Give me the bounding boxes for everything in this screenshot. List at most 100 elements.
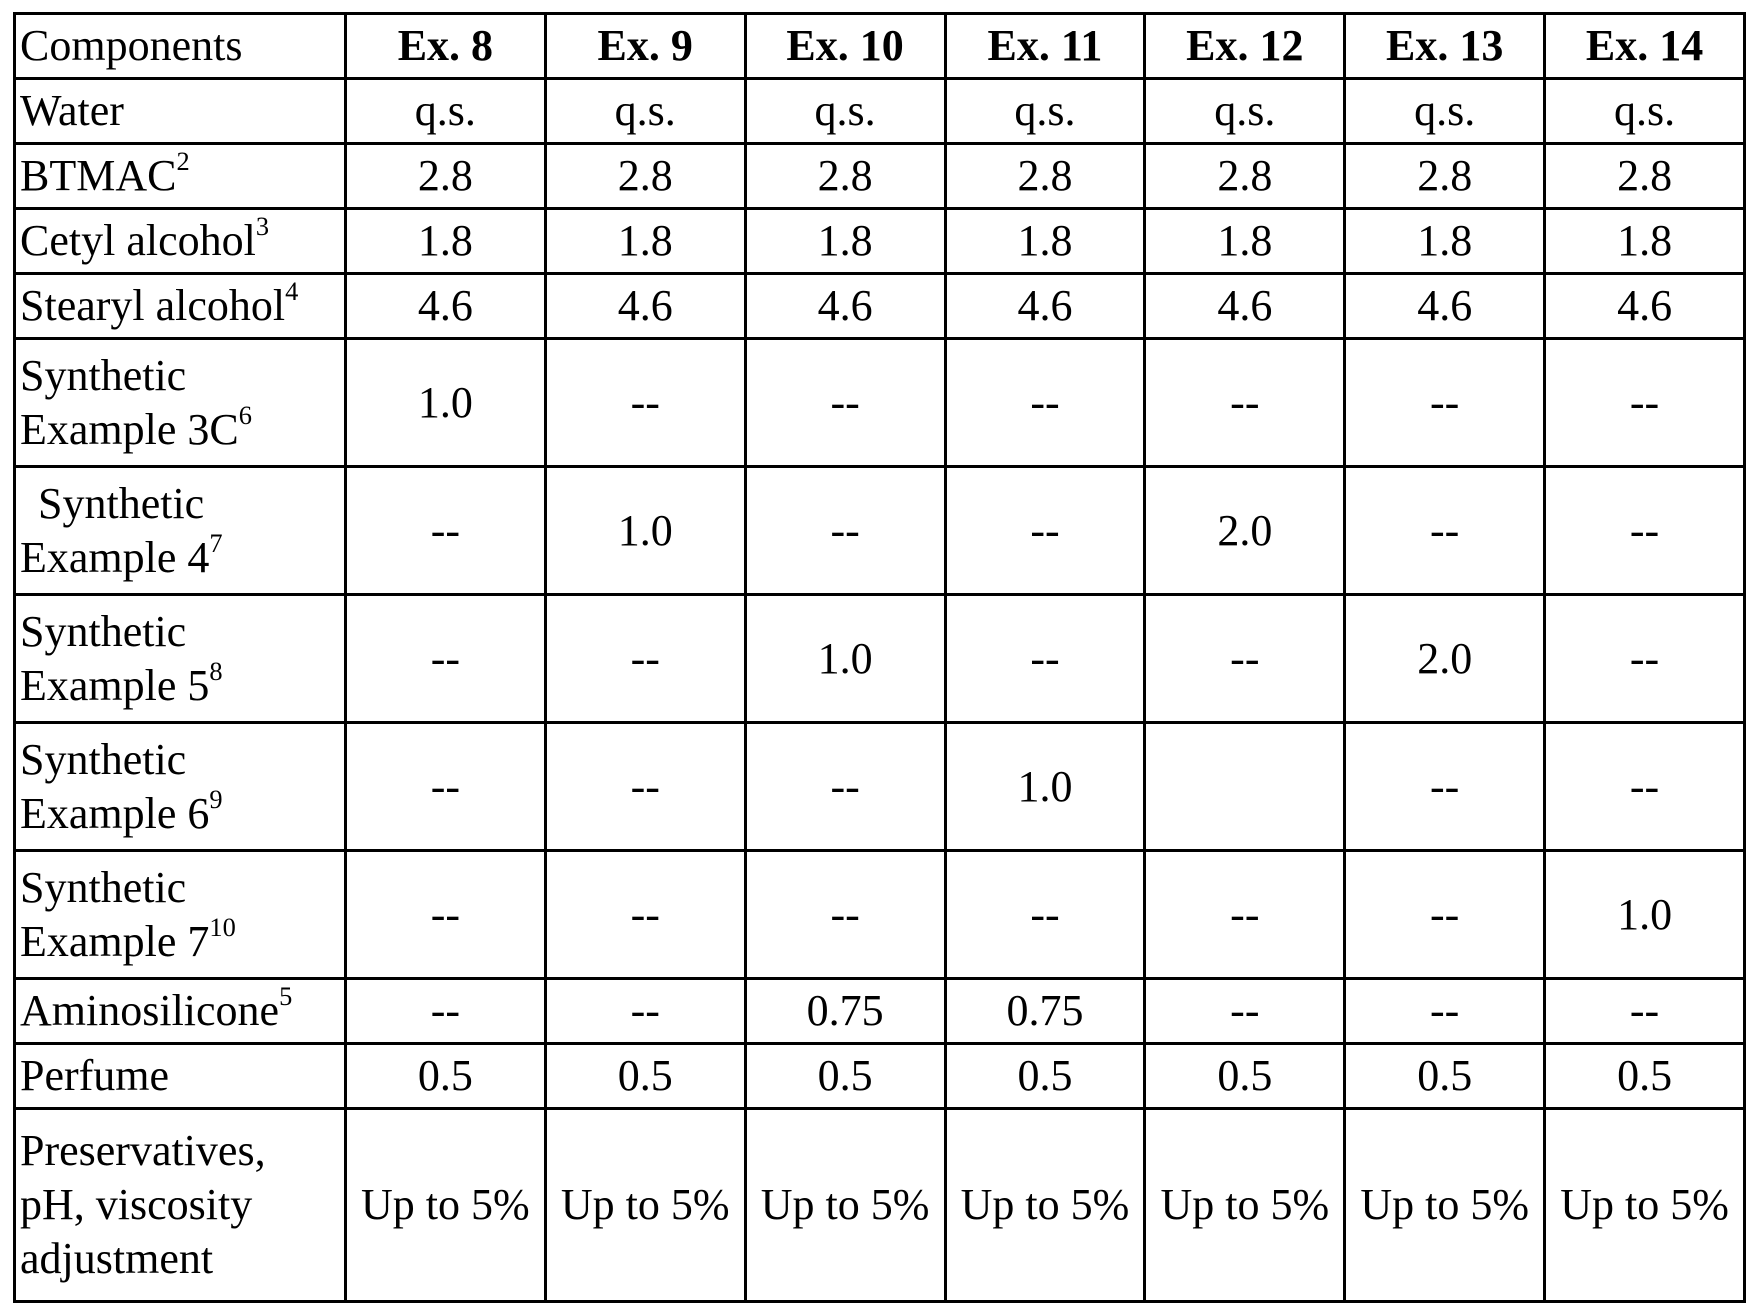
row-label: Synthetic Example 69 — [13, 721, 347, 852]
table-cell: -- — [1343, 721, 1547, 852]
table-cell: -- — [343, 593, 547, 724]
row-label: BTMAC2 — [13, 142, 347, 210]
table-cell: -- — [1343, 977, 1547, 1045]
table-cell: Up to 5% — [1143, 1107, 1347, 1303]
table-cell: 2.8 — [343, 142, 547, 210]
table-cell: 2.8 — [943, 142, 1147, 210]
table-cell: 0.75 — [943, 977, 1147, 1045]
header-ex-12: Ex. 12 — [1143, 12, 1347, 80]
table-cell: q.s. — [1343, 77, 1547, 145]
table-cell: 2.8 — [743, 142, 947, 210]
table-cell: 2.8 — [1343, 142, 1547, 210]
row-label-text: Water — [20, 86, 124, 136]
table-cell: 0.5 — [543, 1042, 747, 1110]
composition-table: Components Ex. 8 Ex. 9 Ex. 10 Ex. 11 Ex.… — [13, 12, 1746, 1303]
table-cell: Up to 5% — [943, 1107, 1147, 1303]
header-row: Components Ex. 8 Ex. 9 Ex. 10 Ex. 11 Ex.… — [13, 12, 1746, 80]
table-cell: -- — [543, 721, 747, 852]
table-cell: 2.0 — [1343, 593, 1547, 724]
row-label-line: Example 6 — [20, 788, 210, 838]
row-label: Synthetic Example 710 — [13, 849, 347, 980]
table-cell: 1.0 — [743, 593, 947, 724]
table-row: Cetyl alcohol3 1.8 1.8 1.8 1.8 1.8 1.8 1… — [13, 207, 1746, 275]
footnote-marker: 2 — [176, 146, 190, 177]
table-cell: -- — [343, 465, 547, 596]
table-row: Stearyl alcohol4 4.6 4.6 4.6 4.6 4.6 4.6… — [13, 272, 1746, 340]
table-cell: 1.8 — [343, 207, 547, 275]
table-row: Synthetic Example 69 -- -- -- 1.0 -- -- — [13, 721, 1746, 852]
table-cell: -- — [1343, 337, 1547, 468]
header-ex-14: Ex. 14 — [1543, 12, 1746, 80]
row-label-line: Synthetic — [20, 862, 187, 912]
row-label: Synthetic Example 3C6 — [13, 337, 347, 468]
table-cell: 1.8 — [943, 207, 1147, 275]
table-cell: -- — [1143, 593, 1347, 724]
table-row: Synthetic Example 3C6 1.0 -- -- -- -- -- … — [13, 337, 1746, 468]
table-cell: q.s. — [743, 77, 947, 145]
table-row: Perfume 0.5 0.5 0.5 0.5 0.5 0.5 0.5 — [13, 1042, 1746, 1110]
table-row: Aminosilicone5 -- -- 0.75 0.75 -- -- -- — [13, 977, 1746, 1045]
footnote-marker: 4 — [285, 276, 299, 307]
row-label: Perfume — [13, 1042, 347, 1110]
table-cell: -- — [743, 465, 947, 596]
table-row: Synthetic Example 47 -- 1.0 -- -- 2.0 -- … — [13, 465, 1746, 596]
footnote-marker: 9 — [209, 783, 223, 814]
row-label-text: Perfume — [20, 1051, 170, 1101]
table-cell: -- — [743, 337, 947, 468]
row-label-text: Cetyl alcohol — [20, 216, 256, 266]
footnote-marker: 10 — [209, 911, 236, 942]
table-cell: Up to 5% — [743, 1107, 947, 1303]
row-label-line: Synthetic — [20, 350, 187, 400]
table-cell: 0.5 — [343, 1042, 547, 1110]
table-cell: -- — [943, 337, 1147, 468]
table-cell: -- — [743, 849, 947, 980]
table-cell: -- — [343, 721, 547, 852]
table-cell: 4.6 — [743, 272, 947, 340]
table-cell: 1.8 — [543, 207, 747, 275]
footnote-marker: 6 — [238, 399, 252, 430]
row-label: Stearyl alcohol4 — [13, 272, 347, 340]
table-cell: q.s. — [943, 77, 1147, 145]
row-label-text: BTMAC — [20, 151, 177, 201]
table-cell: -- — [1543, 337, 1746, 468]
row-label-text: Stearyl alcohol — [20, 281, 286, 331]
row-label-line: adjustment — [20, 1233, 214, 1283]
table-cell — [1143, 721, 1347, 852]
table-cell: -- — [1543, 593, 1746, 724]
row-label: Preservatives, pH, viscosity adjustment — [13, 1107, 347, 1303]
table-cell: -- — [543, 337, 747, 468]
table-cell: -- — [1143, 337, 1347, 468]
table-cell: 1.8 — [1143, 207, 1347, 275]
table-cell: 4.6 — [943, 272, 1147, 340]
table-cell: 1.8 — [743, 207, 947, 275]
header-ex-10: Ex. 10 — [743, 12, 947, 80]
table-cell: -- — [543, 977, 747, 1045]
header-ex-9: Ex. 9 — [543, 12, 747, 80]
row-label-line: Synthetic — [38, 478, 205, 528]
table-cell: 1.0 — [1543, 849, 1746, 980]
table-cell: 2.8 — [543, 142, 747, 210]
table-cell: -- — [343, 977, 547, 1045]
table-row: Synthetic Example 58 -- -- 1.0 -- -- 2.0 … — [13, 593, 1746, 724]
table-cell: -- — [1543, 721, 1746, 852]
table-cell: 4.6 — [543, 272, 747, 340]
table-cell: 4.6 — [343, 272, 547, 340]
header-ex-11: Ex. 11 — [943, 12, 1147, 80]
table-cell: Up to 5% — [1343, 1107, 1547, 1303]
table-cell: Up to 5% — [343, 1107, 547, 1303]
header-ex-13: Ex. 13 — [1343, 12, 1547, 80]
table-cell: 1.0 — [943, 721, 1147, 852]
table-cell: 2.8 — [1143, 142, 1347, 210]
table-cell: 0.75 — [743, 977, 947, 1045]
footnote-marker: 7 — [209, 527, 223, 558]
row-label-line: Synthetic — [20, 734, 187, 784]
table-cell: Up to 5% — [1543, 1107, 1746, 1303]
row-label-line: Preservatives, — [20, 1126, 266, 1176]
row-label-line: Example 7 — [20, 916, 210, 966]
table-row: Synthetic Example 710 -- -- -- -- -- -- 1… — [13, 849, 1746, 980]
row-label: Synthetic Example 47 — [13, 465, 347, 596]
table-cell: q.s. — [1143, 77, 1347, 145]
table-cell: 0.5 — [1143, 1042, 1347, 1110]
table-cell: -- — [1343, 465, 1547, 596]
table-cell: Up to 5% — [543, 1107, 747, 1303]
